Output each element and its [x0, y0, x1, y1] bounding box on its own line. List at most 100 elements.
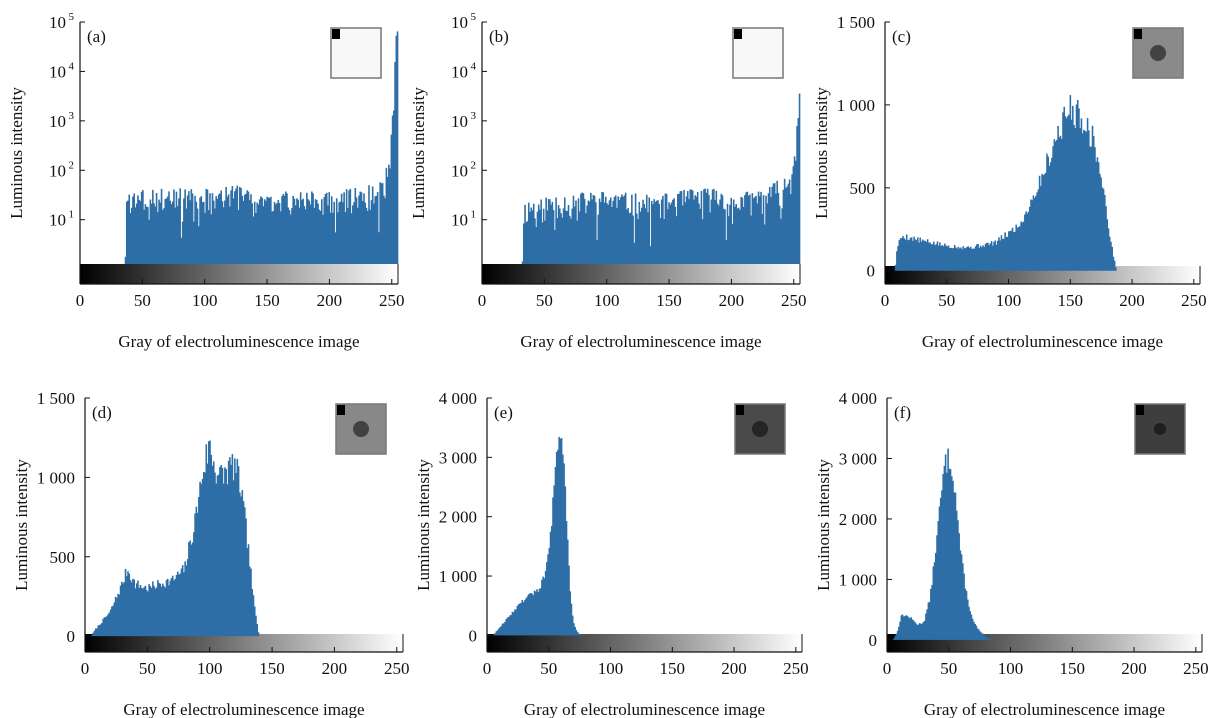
histogram-bar	[695, 196, 698, 264]
histogram-bar	[219, 193, 221, 264]
histogram-bar	[220, 465, 222, 637]
histogram-bar	[155, 587, 158, 637]
x-tick-label: 0	[881, 291, 890, 310]
histogram-bar	[524, 204, 526, 264]
histogram-bar	[979, 245, 982, 271]
histogram-bar	[505, 619, 508, 636]
histogram-bar	[271, 211, 273, 264]
x-tick-label: 200	[721, 659, 747, 678]
histogram-bar	[654, 201, 657, 264]
y-tick-exponent: 3	[69, 110, 75, 122]
el-image-thumbnail	[732, 27, 784, 79]
histogram-bar	[134, 588, 137, 637]
panel-label: (f)	[894, 403, 911, 422]
histogram-bar	[747, 195, 750, 264]
histogram-bar	[306, 192, 308, 264]
histogram-bar	[209, 193, 211, 264]
histogram-bar	[921, 623, 924, 640]
histogram-bar	[180, 568, 183, 637]
histogram-bar	[194, 513, 196, 637]
histogram-bar	[202, 201, 205, 264]
histogram-bar	[900, 615, 903, 640]
histogram-bar	[906, 615, 909, 640]
histogram-bar	[186, 559, 189, 637]
histogram-bar	[739, 209, 741, 264]
histogram-bar	[266, 196, 268, 264]
y-tick-base: 10	[49, 161, 66, 180]
x-tick-label: 150	[656, 291, 682, 310]
histogram-bar	[732, 199, 735, 264]
histogram-bar	[1068, 114, 1070, 271]
histogram-bar	[358, 195, 360, 264]
histogram-bar	[178, 198, 180, 264]
histogram-bar	[662, 195, 664, 264]
x-tick-label: 200	[322, 659, 348, 678]
x-axis-title: Gray of electroluminescence image	[924, 700, 1165, 718]
histogram-bar	[359, 191, 362, 264]
x-tick-label: 100	[996, 291, 1022, 310]
histogram-bar	[1017, 227, 1020, 271]
histogram-bar	[1111, 246, 1113, 271]
histogram-bar	[930, 244, 933, 271]
histogram-bar	[996, 240, 999, 271]
histogram-bar	[539, 588, 542, 636]
histogram-bar	[583, 198, 586, 264]
histogram-bar	[631, 194, 633, 264]
histogram-bar	[657, 200, 659, 264]
histogram-bar	[390, 134, 393, 264]
histogram-bar	[548, 547, 551, 636]
y-tick-label: 10	[49, 161, 66, 180]
histogram-bar	[976, 628, 979, 640]
histogram-bar	[641, 207, 643, 264]
histogram-bar	[570, 218, 572, 264]
histogram-bar	[946, 246, 949, 271]
histogram-bar	[205, 188, 208, 264]
histogram-bar	[959, 550, 962, 640]
histogram-bar	[675, 216, 678, 264]
histogram-bar	[242, 200, 245, 264]
histogram-bar	[577, 198, 580, 264]
histogram-bar	[550, 204, 552, 264]
histogram-bar	[1004, 232, 1006, 271]
histogram-bar	[936, 241, 939, 271]
histogram-bar	[103, 617, 106, 637]
histogram-bar	[181, 565, 184, 637]
y-tick-label: 500	[50, 548, 76, 567]
y-axis-title: Luminous intensity	[409, 87, 428, 219]
histogram-bar	[236, 185, 239, 264]
histogram-bar	[135, 583, 138, 637]
histogram-bar	[370, 200, 373, 264]
histogram-bar	[493, 634, 495, 636]
y-tick-label: 4 000	[839, 389, 877, 408]
histogram-bar	[176, 206, 179, 264]
histogram-bar	[1028, 206, 1031, 271]
histogram-bar	[393, 110, 395, 265]
y-tick-label: 2 000	[439, 508, 477, 527]
histogram-bar	[373, 203, 375, 264]
y-tick-exponent: 3	[471, 110, 477, 122]
histogram-bar	[562, 208, 565, 264]
histogram-bar	[604, 196, 607, 264]
histogram-bar	[569, 591, 572, 636]
histogram-bar	[516, 606, 519, 636]
histogram-bar	[926, 609, 928, 640]
histogram-bar	[941, 490, 943, 640]
histogram-bar	[181, 221, 184, 264]
panel-label: (e)	[494, 403, 513, 422]
histogram-bar	[648, 197, 651, 264]
histogram-bar	[665, 194, 668, 264]
histogram-bar	[240, 496, 242, 637]
histogram-bar	[554, 467, 557, 636]
histogram-bar	[587, 200, 590, 264]
histogram-bar	[920, 624, 922, 640]
histogram-bar	[920, 241, 923, 271]
histogram-bar	[338, 202, 340, 264]
histogram-bar	[560, 438, 563, 636]
histogram-bar	[381, 183, 384, 264]
y-tick-label: 3 000	[839, 449, 877, 468]
histogram-bar	[567, 204, 570, 264]
histogram-bar	[541, 222, 544, 264]
histogram-bar	[1089, 146, 1091, 271]
histogram-bar	[939, 497, 942, 640]
x-tick-label: 50	[940, 659, 957, 678]
